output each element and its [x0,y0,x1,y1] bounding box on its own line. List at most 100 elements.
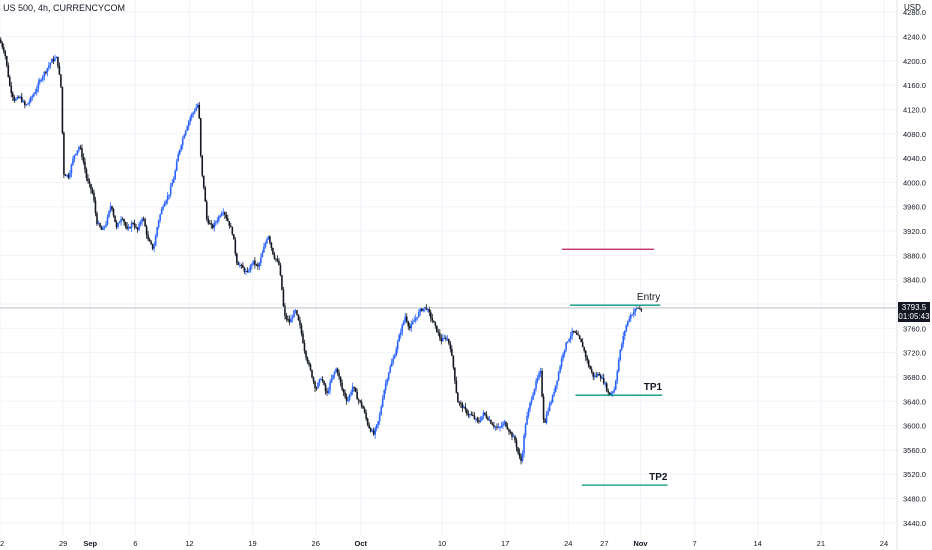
candle-body [142,218,145,220]
candle-body [151,243,154,249]
candle-body [154,235,157,246]
candle-body [553,391,555,396]
price-tick-label: 3480.0 [903,495,926,504]
candle-body [220,213,223,216]
time-tick-label: 12 [185,539,193,548]
candle-body [227,218,229,222]
candle-body [288,319,291,323]
candle-body [231,227,234,235]
candle-body [178,149,181,155]
candle-body [159,214,161,221]
candle-body [257,264,259,267]
candle-body [461,403,464,409]
candle-body [117,223,119,228]
candle-body [88,181,91,185]
candle-body [622,336,625,345]
candle-body [503,421,506,424]
candle-body [414,318,417,321]
candle-body [372,430,375,435]
candle-body [291,317,294,319]
candle-body [156,227,158,236]
price-axis[interactable]: 4280.0 4240.0 4200.0 4160.0 4120.0 4080.0 4040… [903,8,926,528]
candle-body [112,209,115,216]
candle-body [560,358,563,367]
candle-body [568,339,570,342]
candle-body [19,96,22,98]
candle-body [455,380,458,393]
candle-body [279,264,282,276]
candle-body [275,258,277,260]
candle-body [165,200,167,204]
candle-body [55,56,58,59]
candle-body [186,126,189,131]
candle-body [479,420,482,422]
candle-body [353,386,355,388]
candle-body [639,307,641,310]
candle-body [589,366,591,370]
candle-body [284,306,286,316]
candle-body [563,349,566,354]
candle-body [28,101,31,104]
candle-body [365,412,367,419]
candle-body [457,392,459,403]
candle-body [529,402,531,410]
candle-body [538,373,540,378]
candle-body [351,386,354,393]
candle-body [377,421,379,425]
candle-body [559,366,561,373]
price-tick-label: 3600.0 [903,422,926,431]
candle-body [245,271,247,273]
candle-body [27,103,29,105]
candle-body [132,223,134,225]
candle-body [296,310,298,315]
level-label-tp1: TP1 [644,382,663,393]
time-tick-label: 19 [248,539,256,548]
candle-body [37,82,40,89]
candle-body [565,342,567,350]
candle-body [100,226,103,230]
price-tick-label: 4000.0 [903,178,926,187]
candle-body [90,184,92,190]
candle-body [463,406,465,409]
candle-body [617,359,620,372]
candle-body [520,456,522,462]
candle-body [515,440,518,448]
candle-body [144,219,146,227]
candle-body [375,424,378,429]
candle-body [535,380,537,389]
candle-body [111,206,113,210]
candle-body [533,388,536,395]
candle-body [160,209,163,215]
candle-body [508,429,510,432]
candle-body [619,349,622,360]
price-tick-label: 3560.0 [903,446,926,455]
candle-body [390,362,393,367]
candle-body [133,223,136,227]
candle-body [636,307,638,309]
bar-countdown: 01:05:43 [898,311,930,321]
candle-body [239,264,241,266]
candle-body [514,436,516,441]
candle-body [596,373,599,377]
candle-body [368,424,370,429]
candle-body [91,189,94,193]
candle-body [592,371,594,377]
candle-body [487,417,489,420]
candle-body [595,375,598,377]
price-tick-label: 4120.0 [903,105,926,114]
candle-body [126,226,128,229]
candle-body [210,223,213,225]
candle-body [443,337,446,339]
candle-body [384,383,387,391]
time-axis[interactable]: 22 29 Sep 6 12 19 26 Oct 10 17 24 27 Nov 7 14 21 24 [0,539,888,548]
candle-body [213,222,216,228]
candle-body [469,414,471,416]
price-tick-label: 3920.0 [903,227,926,236]
candle-body [168,194,170,196]
candle-body [336,368,339,373]
candle-body [629,314,632,319]
candle-body [70,164,73,174]
candle-body [613,389,616,392]
candle-body [548,404,551,412]
